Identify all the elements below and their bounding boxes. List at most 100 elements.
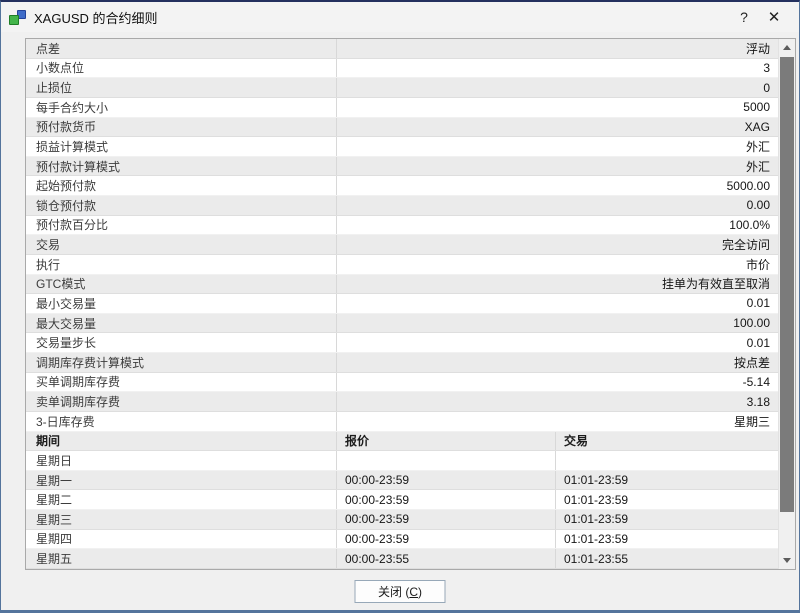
vertical-scrollbar[interactable] [778, 39, 795, 569]
spec-row: 起始预付款 5000.00 [26, 176, 778, 196]
spec-row: 点差 浮动 [26, 39, 778, 59]
spec-value: 5000 [336, 97, 778, 117]
spec-label: 每手合约大小 [36, 100, 109, 115]
specification-icon [9, 9, 27, 25]
session-trade: 01:01-23:59 [555, 529, 778, 549]
scroll-down-button[interactable] [779, 552, 795, 569]
spec-label: 止损位 [36, 81, 73, 96]
session-day: 星期日 [36, 453, 73, 468]
spec-label: 预付款计算模式 [36, 159, 121, 174]
session-trade [555, 451, 778, 470]
spec-label: 交易 [36, 238, 61, 253]
spec-value: 100.0% [336, 215, 778, 235]
spec-value: 按点差 [336, 353, 778, 372]
close-button[interactable]: 关闭 (C) [354, 580, 446, 603]
close-icon[interactable]: ✕ [767, 9, 781, 26]
session-row: 星期三 00:00-23:59 01:01-23:59 [26, 510, 778, 530]
spec-value: 0.00 [336, 196, 778, 215]
spec-row: 止损位 0 [26, 78, 778, 98]
close-button-label-suffix: ) [418, 584, 422, 599]
specification-table: 点差 浮动 小数点位 3 止损位 0 每手合约大小 5000 预付款货币 XAG… [25, 38, 796, 570]
session-trade: 01:01-23:59 [555, 510, 778, 529]
dialog-title: XAGUSD 的合约细则 [34, 10, 158, 26]
spec-row: 预付款百分比 100.0% [26, 215, 778, 236]
green-cube-icon [9, 14, 19, 25]
spec-label: 执行 [36, 257, 61, 272]
scrollbar-thumb[interactable] [780, 57, 794, 512]
session-row: 星期二 00:00-23:59 01:01-23:59 [26, 490, 778, 510]
session-row: 星期四 00:00-23:59 01:01-23:59 [26, 529, 778, 550]
scroll-down-icon [783, 558, 791, 563]
spec-value: 5000.00 [336, 176, 778, 195]
spec-label: 最小交易量 [36, 296, 97, 311]
spec-label: 3-日库存费 [36, 414, 95, 429]
spec-value: 星期三 [336, 411, 778, 431]
spec-row: 交易量步长 0.01 [26, 333, 778, 353]
session-quotes [336, 451, 555, 470]
spec-label: 预付款百分比 [36, 218, 109, 233]
spec-label: 起始预付款 [36, 179, 97, 194]
spec-value: 3 [336, 58, 778, 78]
sessions-header-trade: 交易 [555, 431, 778, 451]
session-quotes: 00:00-23:59 [336, 470, 555, 490]
spec-value: 市价 [336, 254, 778, 274]
spec-row: 执行 市价 [26, 254, 778, 275]
help-button[interactable]: ? [740, 9, 748, 25]
session-row: 星期日 [26, 451, 778, 471]
spec-label: 预付款货币 [36, 120, 97, 135]
spec-label: 卖单调期库存费 [36, 395, 121, 410]
spec-value: 100.00 [336, 313, 778, 333]
spec-row: 买单调期库存费 -5.14 [26, 372, 778, 393]
spec-row: 3-日库存费 星期三 [26, 411, 778, 432]
session-quotes: 00:00-23:59 [336, 510, 555, 529]
spec-label: GTC模式 [36, 277, 86, 292]
sessions-header-period: 期间 [36, 434, 61, 449]
sessions-header-row: 期间 报价 交易 [26, 431, 778, 452]
spec-value: 0.01 [336, 333, 778, 352]
session-trade: 01:01-23:59 [555, 470, 778, 490]
scroll-up-icon [783, 45, 791, 50]
spec-label: 最大交易量 [36, 316, 97, 331]
session-day: 星期五 [36, 552, 73, 567]
spec-value: 3.18 [336, 392, 778, 411]
session-row: 星期五 00:00-23:55 01:01-23:55 [26, 549, 778, 569]
close-button-label-prefix: 关闭 ( [377, 585, 410, 599]
session-quotes: 00:00-23:59 [336, 490, 555, 509]
session-quotes: 00:00-23:55 [336, 549, 555, 568]
scroll-up-button[interactable] [779, 39, 795, 56]
spec-label: 买单调期库存费 [36, 375, 121, 390]
spec-row: 预付款货币 XAG [26, 117, 778, 138]
session-day: 星期四 [36, 532, 73, 547]
spec-label: 小数点位 [36, 61, 85, 76]
spec-value: 外汇 [336, 137, 778, 156]
spec-value: 挂单为有效直至取消 [336, 274, 778, 294]
spec-row: 最大交易量 100.00 [26, 313, 778, 334]
spec-label: 锁仓预付款 [36, 198, 97, 213]
spec-row: 每手合约大小 5000 [26, 97, 778, 118]
session-trade: 01:01-23:59 [555, 490, 778, 509]
spec-row: 锁仓预付款 0.00 [26, 196, 778, 216]
spec-value: 外汇 [336, 156, 778, 176]
spec-row: GTC模式 挂单为有效直至取消 [26, 274, 778, 295]
session-quotes: 00:00-23:59 [336, 529, 555, 549]
titlebar: XAGUSD 的合约细则 ? ✕ [1, 2, 799, 32]
spec-row: 调期库存费计算模式 按点差 [26, 353, 778, 373]
spec-label: 点差 [36, 41, 61, 56]
spec-value: XAG [336, 117, 778, 137]
spec-label: 调期库存费计算模式 [36, 355, 145, 370]
session-row: 星期一 00:00-23:59 01:01-23:59 [26, 470, 778, 491]
spec-row: 卖单调期库存费 3.18 [26, 392, 778, 412]
spec-value: 完全访问 [336, 235, 778, 254]
spec-row: 最小交易量 0.01 [26, 294, 778, 314]
close-button-accelerator: C [409, 584, 418, 599]
spec-row: 损益计算模式 外汇 [26, 137, 778, 157]
spec-row: 预付款计算模式 外汇 [26, 156, 778, 177]
sessions-header-quotes: 报价 [336, 431, 555, 451]
session-day: 星期二 [36, 493, 73, 508]
session-day: 星期一 [36, 473, 73, 488]
spec-value: 浮动 [336, 39, 778, 58]
spec-label: 交易量步长 [36, 336, 97, 351]
spec-label: 损益计算模式 [36, 139, 109, 154]
spec-row: 小数点位 3 [26, 58, 778, 79]
